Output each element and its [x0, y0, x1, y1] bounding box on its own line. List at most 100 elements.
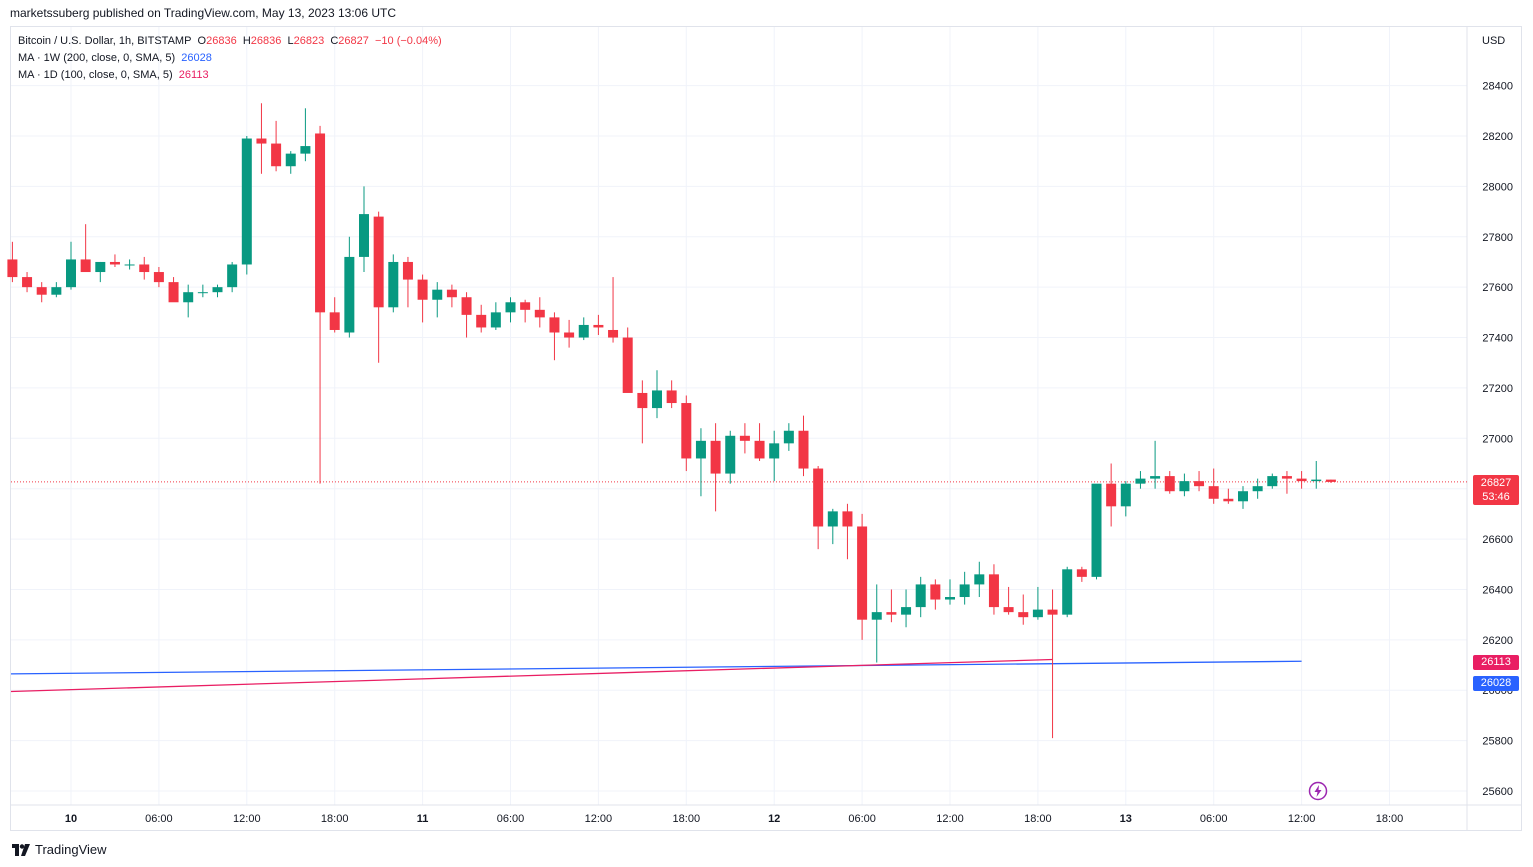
candle-body	[813, 468, 824, 527]
candle-body	[754, 440, 765, 459]
open-label: O	[197, 35, 207, 47]
x-tick-label: 12:00	[233, 813, 261, 825]
candle-body	[652, 390, 662, 409]
candle-body	[681, 403, 692, 459]
ma-1w-legend[interactable]: MA · 1W (200, close, 0, SMA, 5) 26028	[18, 52, 212, 64]
candle-body	[549, 317, 560, 333]
candle-body	[1164, 476, 1175, 492]
candle-body	[285, 153, 296, 167]
x-tick-label: 10	[65, 813, 77, 825]
candle-body	[695, 440, 706, 459]
candle-body	[212, 287, 223, 293]
candle-body	[725, 435, 736, 474]
candle-body	[974, 574, 985, 585]
candle-body	[593, 324, 604, 328]
candle-body	[227, 264, 238, 288]
candle-body	[461, 297, 472, 315]
candle-body	[139, 264, 150, 273]
candle-body	[769, 443, 780, 459]
lightning-icon[interactable]	[1308, 781, 1328, 801]
symbol-name[interactable]: Bitcoin / U.S. Dollar, 1h, BITSTAMP	[18, 35, 192, 47]
candle-body	[432, 289, 443, 300]
ma-1d-price-tag: 26113	[1473, 655, 1519, 670]
candle-body	[7, 259, 18, 278]
y-tick-label: 27800	[1482, 232, 1513, 244]
y-tick-label: 27200	[1482, 383, 1513, 395]
candle-body	[241, 138, 252, 265]
y-tick-label: 27400	[1482, 333, 1513, 345]
candle-body	[1267, 476, 1278, 487]
candle-body	[256, 138, 267, 144]
y-tick-label: 28200	[1482, 131, 1513, 143]
candle-body	[344, 256, 355, 333]
candle-body	[183, 292, 194, 303]
candle-body	[1223, 498, 1234, 502]
candle-body	[886, 612, 897, 615]
x-tick-label: 18:00	[321, 813, 349, 825]
candle-body	[710, 440, 721, 474]
x-tick-label: 18:00	[1376, 813, 1404, 825]
ma-1d-label: MA · 1D (100, close, 0, SMA, 5)	[18, 69, 173, 81]
high-label: H	[242, 35, 251, 47]
footer-brand[interactable]: TradingView	[12, 842, 107, 857]
x-tick-label: 06:00	[1200, 813, 1228, 825]
candle-body	[124, 264, 135, 266]
candle-body	[871, 612, 882, 620]
candle-body	[622, 337, 633, 393]
candle-body	[505, 302, 516, 313]
candle-body	[1179, 481, 1190, 492]
open-value: 26836	[206, 35, 237, 47]
candle-body	[476, 314, 487, 328]
candle-body	[271, 143, 282, 167]
candle-body	[417, 279, 428, 300]
x-tick-label: 18:00	[1024, 813, 1052, 825]
candle-body	[857, 526, 868, 620]
candle-body	[608, 329, 619, 338]
x-tick-label: 06:00	[848, 813, 876, 825]
candle-body	[798, 430, 809, 469]
x-tick-label: 13	[1120, 813, 1132, 825]
y-tick-label: 26600	[1482, 534, 1513, 546]
candle-body	[51, 287, 62, 295]
x-tick-label: 11	[417, 813, 429, 825]
candle-body	[373, 216, 384, 308]
candle-body	[1062, 569, 1073, 615]
candle-body	[402, 261, 413, 280]
candle-body	[1238, 491, 1248, 502]
last-price-tag: 26827 53:46	[1473, 475, 1519, 505]
candle-body	[930, 584, 941, 600]
close-label: C	[330, 35, 339, 47]
candle-body	[1047, 609, 1058, 615]
candle-body	[666, 390, 677, 404]
ma-1d-legend[interactable]: MA · 1D (100, close, 0, SMA, 5) 26113	[18, 69, 209, 81]
candle-body	[446, 289, 457, 298]
candle-body	[359, 214, 369, 257]
candle-body	[1325, 479, 1336, 482]
ma-1w-line	[10, 660, 1302, 675]
candle-body	[22, 277, 33, 288]
y-tick-label: 28000	[1482, 181, 1513, 193]
currency-label[interactable]: USD	[1482, 35, 1506, 47]
y-tick-label: 28400	[1482, 81, 1513, 93]
x-tick-label: 12:00	[936, 813, 964, 825]
y-tick-label: 27000	[1482, 433, 1513, 445]
y-tick-label: 25800	[1482, 736, 1513, 748]
candle-body	[783, 430, 794, 444]
y-tick-label: 26200	[1482, 635, 1513, 647]
candle-body	[520, 302, 531, 310]
candle-body	[901, 607, 912, 615]
ma-1d-value: 26113	[178, 69, 209, 81]
x-tick-label: 12:00	[585, 813, 613, 825]
bar-countdown: 53:46	[1482, 491, 1510, 503]
candle-body	[490, 312, 501, 328]
candle-body	[842, 511, 853, 527]
y-tick-label: 27600	[1482, 282, 1513, 294]
candle-body	[329, 312, 340, 330]
candle-body	[388, 261, 399, 308]
candle-body	[197, 292, 208, 294]
candle-body	[1311, 479, 1322, 482]
close-value: 26827	[338, 35, 369, 47]
candle-body	[1032, 609, 1043, 618]
candle-body	[637, 392, 648, 409]
